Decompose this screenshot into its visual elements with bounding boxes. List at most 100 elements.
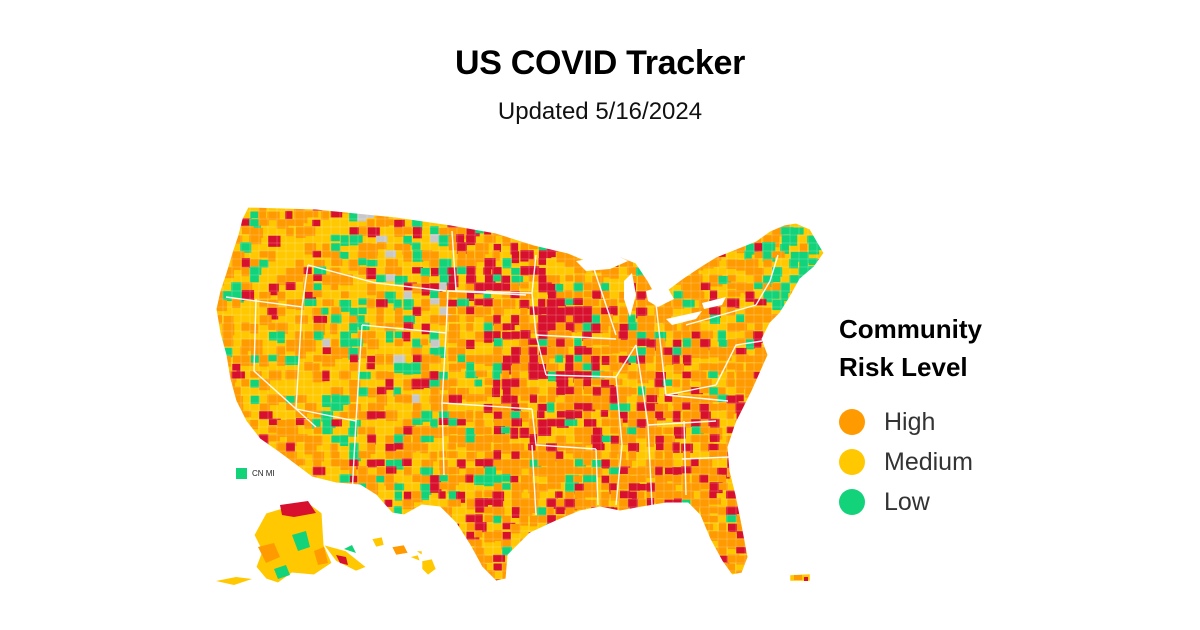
county-cell (835, 362, 836, 374)
county-cell (530, 195, 539, 202)
county-cell (466, 554, 477, 566)
county-cell (375, 523, 384, 532)
county-cell (610, 578, 622, 581)
county-cell (483, 587, 493, 595)
county-cell (216, 242, 228, 254)
county-cell (754, 458, 763, 467)
county-cell (781, 435, 795, 446)
county-cell (232, 435, 244, 446)
county-cell (358, 571, 372, 581)
county-cell (466, 196, 475, 205)
county-cell (825, 450, 836, 460)
county-cell (592, 211, 603, 222)
county-cell (646, 235, 657, 244)
county-cell (736, 475, 749, 487)
county-cell (197, 331, 205, 337)
county-cell (772, 386, 784, 396)
county-cell (556, 242, 565, 251)
county-cell (825, 220, 833, 227)
county-cell (808, 514, 817, 527)
county-cell (772, 346, 781, 357)
county-cell (529, 226, 543, 234)
county-cell (826, 356, 833, 367)
county-cell (492, 207, 501, 214)
county-cell (835, 212, 836, 221)
county-cell (528, 562, 540, 571)
county-cell (780, 210, 788, 219)
county-cell (772, 418, 782, 429)
county-cell (807, 426, 820, 438)
county-cell (771, 562, 780, 570)
county-cell (583, 554, 594, 562)
county-cell (430, 195, 443, 207)
county-cell (825, 555, 836, 563)
county-cell (636, 578, 647, 581)
county-cell (664, 218, 673, 229)
county-cell (259, 587, 270, 595)
county-cell (817, 283, 824, 296)
county-cell (753, 435, 764, 446)
county-cell (286, 482, 301, 490)
county-cell (555, 586, 567, 595)
county-cell (403, 210, 418, 218)
county-cell (528, 207, 537, 213)
county-cell (457, 210, 469, 220)
county-cell (645, 579, 655, 581)
county-cell (645, 554, 659, 566)
county-cell (601, 211, 613, 222)
county-cell (699, 251, 709, 263)
county-cell (817, 386, 824, 394)
county-cell (744, 219, 753, 227)
county-cell (216, 234, 227, 243)
county-cell (331, 587, 344, 595)
county-cell (555, 207, 567, 211)
county-cell (826, 298, 834, 309)
county-cell (376, 563, 389, 573)
county-cell (619, 207, 629, 215)
county-cell (790, 546, 800, 558)
county-cell (204, 236, 212, 243)
county-cell (664, 266, 678, 276)
county-cell (708, 207, 719, 210)
county-cell (727, 235, 741, 245)
county-cell (745, 466, 755, 475)
county-cell (764, 587, 772, 595)
county-cell (755, 588, 766, 595)
county-cell (591, 578, 602, 581)
county-cell (537, 207, 546, 214)
county-cell (321, 570, 334, 580)
county-cell (321, 514, 334, 521)
county-cell (286, 466, 298, 478)
county-cell (196, 260, 203, 269)
county-cell (232, 210, 241, 222)
county-cell (216, 419, 218, 429)
county-cell (817, 274, 824, 282)
county-cell (753, 483, 767, 494)
county-cell (744, 210, 757, 221)
county-cell (655, 258, 667, 271)
county-cell (826, 516, 836, 527)
county-cell (681, 522, 692, 531)
county-cell (664, 571, 676, 581)
county-cell (736, 451, 749, 463)
county-cell (798, 363, 810, 375)
county-cell (636, 242, 650, 250)
county-cell (672, 195, 681, 205)
county-cell (216, 499, 224, 511)
county-cell (627, 227, 635, 240)
county-cell (718, 578, 729, 581)
county-cell (403, 562, 417, 572)
county-cell (754, 451, 767, 464)
county-cell (825, 259, 836, 271)
county-cell (447, 546, 456, 556)
county-cell (745, 419, 759, 432)
county-cell (537, 234, 549, 247)
county-cell (216, 259, 223, 267)
county-cell (727, 587, 738, 595)
county-cell (645, 531, 656, 543)
county-cell (664, 555, 678, 566)
county-cell (682, 218, 695, 229)
county-cell (816, 347, 824, 359)
county-cell (816, 290, 824, 302)
county-cell (241, 587, 251, 595)
